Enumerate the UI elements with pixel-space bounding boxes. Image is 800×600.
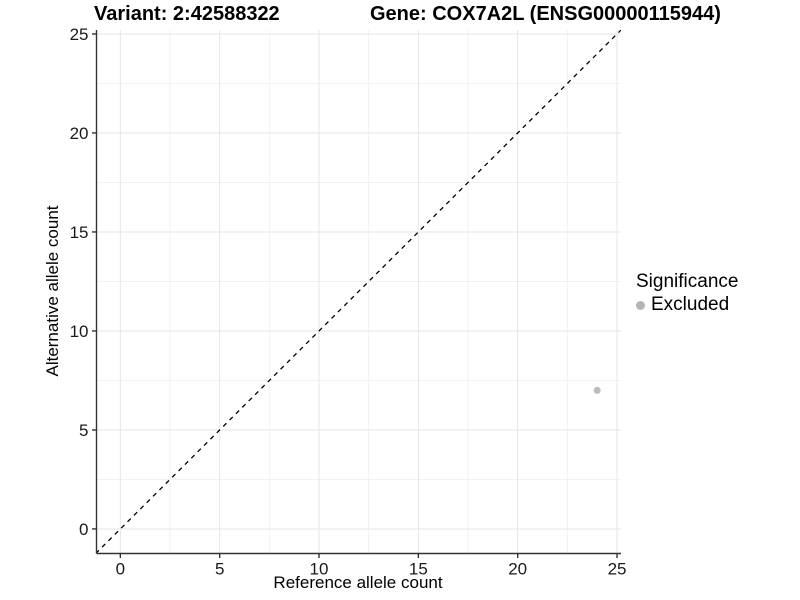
gene-title: Gene: COX7A2L (ENSG00000115944) bbox=[370, 3, 721, 25]
svg-text:10: 10 bbox=[310, 560, 329, 579]
axis-tick-labels: 0 5 10 15 20 25 0 5 10 15 20 25 bbox=[70, 25, 627, 579]
svg-text:25: 25 bbox=[70, 25, 89, 44]
svg-text:25: 25 bbox=[608, 560, 627, 579]
svg-text:15: 15 bbox=[409, 560, 428, 579]
y-axis-title: Alternative allele count bbox=[43, 205, 62, 377]
excluded-point-icon bbox=[636, 300, 645, 310]
axis-tick-marks bbox=[92, 33, 618, 558]
legend-title: Significance bbox=[636, 271, 739, 292]
gridlines-major bbox=[96, 30, 621, 554]
svg-text:20: 20 bbox=[70, 124, 89, 143]
variant-title: Variant: 2:42588322 bbox=[94, 3, 280, 25]
identity-reference-line bbox=[96, 30, 621, 554]
svg-text:15: 15 bbox=[70, 223, 89, 242]
legend-entry-label: Excluded bbox=[651, 294, 730, 315]
axis-lines bbox=[95, 30, 621, 555]
x-axis-title: Reference allele count bbox=[273, 573, 443, 592]
legend-entry-excluded: Excluded bbox=[636, 294, 738, 316]
svg-text:5: 5 bbox=[79, 421, 88, 440]
data-points bbox=[593, 386, 601, 394]
svg-text:10: 10 bbox=[70, 322, 89, 341]
legend: Significance Excluded bbox=[636, 271, 738, 316]
svg-text:0: 0 bbox=[79, 520, 88, 539]
svg-text:20: 20 bbox=[508, 560, 527, 579]
svg-text:0: 0 bbox=[116, 560, 125, 579]
gridlines-minor bbox=[96, 30, 621, 554]
svg-text:5: 5 bbox=[215, 560, 224, 579]
